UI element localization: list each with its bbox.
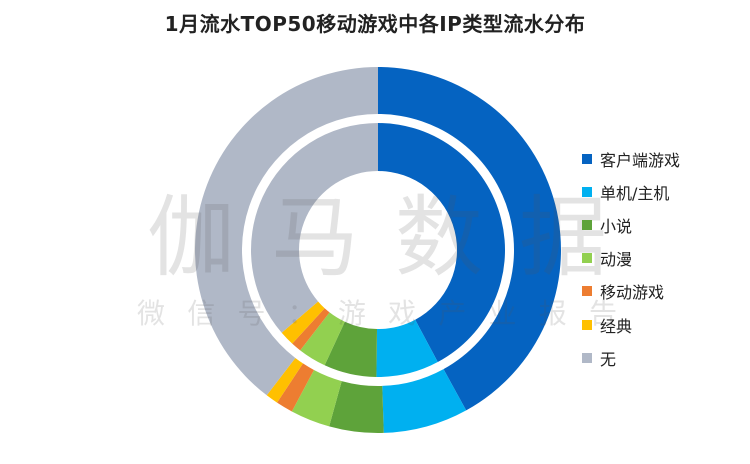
legend-label: 动漫 bbox=[600, 250, 633, 270]
legend-swatch bbox=[582, 319, 592, 330]
inner-slice-6 bbox=[281, 301, 325, 344]
outer-slice-2 bbox=[382, 369, 467, 433]
watermark-main: 伽马数据 bbox=[147, 188, 607, 287]
inner-slice-3 bbox=[324, 321, 378, 377]
legend-item: 客户端游戏 bbox=[582, 142, 680, 175]
inner-slice-2 bbox=[376, 319, 438, 378]
outer-ring bbox=[195, 67, 561, 434]
watermark: 伽马数据 微信号：游戏产业报告 bbox=[137, 188, 617, 329]
legend-item: 单机/主机 bbox=[582, 175, 680, 208]
legend-label: 无 bbox=[600, 349, 617, 369]
legend-label: 单机/主机 bbox=[600, 183, 670, 203]
outer-slice-4 bbox=[291, 369, 342, 427]
outer-slice-3 bbox=[329, 381, 384, 434]
chart-title: 1月流水TOP50移动游戏中各IP类型流水分布 bbox=[164, 12, 586, 36]
legend-item: 无 bbox=[582, 341, 680, 374]
outer-slice-7 bbox=[195, 67, 378, 396]
legend: 客户端游戏单机/主机小说动漫移动游戏经典无 bbox=[582, 142, 680, 374]
legend-item: 移动游戏 bbox=[582, 275, 680, 308]
legend-label: 小说 bbox=[600, 216, 633, 236]
inner-ring bbox=[251, 123, 505, 378]
legend-swatch bbox=[582, 286, 592, 297]
legend-swatch bbox=[582, 153, 592, 164]
legend-item: 经典 bbox=[582, 308, 680, 341]
legend-label: 客户端游戏 bbox=[600, 150, 681, 170]
legend-item: 动漫 bbox=[582, 242, 680, 275]
legend-swatch bbox=[582, 186, 592, 197]
inner-slice-1 bbox=[378, 123, 505, 363]
legend-swatch bbox=[582, 219, 592, 230]
legend-label: 经典 bbox=[600, 316, 633, 336]
legend-swatch bbox=[582, 352, 592, 363]
inner-slice-7 bbox=[251, 123, 378, 333]
outer-slice-6 bbox=[266, 357, 303, 403]
legend-swatch bbox=[582, 253, 592, 264]
outer-slice-1 bbox=[378, 67, 561, 411]
legend-item: 小说 bbox=[582, 208, 680, 241]
inner-slice-4 bbox=[300, 312, 345, 366]
legend-label: 移动游戏 bbox=[600, 283, 665, 303]
watermark-sub: 微信号：游戏产业报告 bbox=[137, 298, 617, 329]
inner-slice-5 bbox=[292, 308, 330, 351]
outer-slice-5 bbox=[277, 363, 314, 412]
